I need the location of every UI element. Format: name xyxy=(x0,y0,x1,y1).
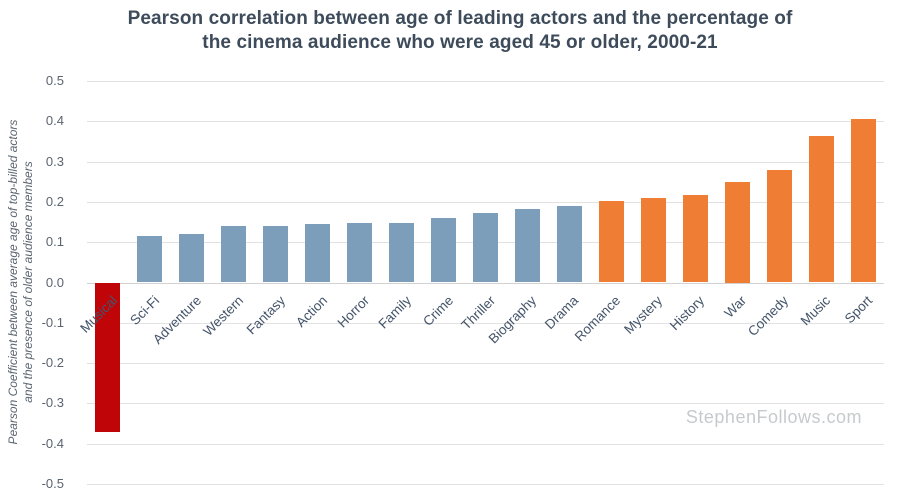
bar-horror xyxy=(347,223,373,283)
y-tick-label-0.5: 0.5 xyxy=(45,73,64,88)
bar-biography xyxy=(514,208,540,283)
bar-music xyxy=(808,136,834,283)
gridline--0.3 xyxy=(87,403,884,405)
x-label-history: History xyxy=(667,292,708,333)
bar-thriller xyxy=(473,213,498,283)
y-tick-label-0.3: 0.3 xyxy=(45,153,64,169)
bar-drama xyxy=(556,205,582,283)
x-label-sport: Sport xyxy=(841,292,876,326)
gridline--0.5 xyxy=(87,484,884,485)
y-tick-label--0.5: -0.5 xyxy=(41,476,64,490)
bar-sport xyxy=(850,119,876,283)
gridline-0.2 xyxy=(87,201,884,203)
x-label-drama: Drama xyxy=(542,292,582,332)
x-label-fantasy: Fantasy xyxy=(243,292,288,337)
x-label-horror: Horror xyxy=(334,292,372,330)
gridline--0.1 xyxy=(87,322,884,324)
x-label-mystery: Mystery xyxy=(621,292,666,337)
x-label-comedy: Comedy xyxy=(745,292,792,339)
gridline-0.3 xyxy=(87,161,884,163)
chart-title-line2: the cinema audience who were aged 45 or … xyxy=(202,32,718,53)
x-label-action: Action xyxy=(292,292,330,330)
bar-mystery xyxy=(640,197,666,283)
x-label-romance: Romance xyxy=(572,292,624,344)
x-label-thriller: Thriller xyxy=(457,292,498,333)
chart-title-line1: Pearson correlation between age of leadi… xyxy=(127,8,793,29)
gridline-0.0 xyxy=(87,282,884,284)
bar-crime xyxy=(431,218,457,283)
bar-history xyxy=(682,195,708,283)
y-tick-label--0.4: -0.4 xyxy=(41,435,64,451)
watermark: StephenFollows.com xyxy=(685,407,862,427)
bar-sci-fi xyxy=(137,236,163,283)
x-label-western: Western xyxy=(200,292,247,339)
plot-area: Musical Sci-Fi Adventure Western Fantasy Acti… xyxy=(77,81,884,485)
bar-action xyxy=(305,224,331,283)
y-tick-label--0.3: -0.3 xyxy=(41,395,64,411)
bar-western xyxy=(221,226,247,283)
gridline-0.5 xyxy=(87,81,884,82)
bar-comedy xyxy=(766,169,792,283)
bar-romance xyxy=(598,200,624,283)
gridline--0.2 xyxy=(87,363,884,365)
gridline-0.4 xyxy=(87,121,884,123)
bar-war xyxy=(724,181,750,283)
bar-family xyxy=(389,222,415,283)
y-tick-label-0.4: 0.4 xyxy=(45,113,64,129)
bar-adventure xyxy=(179,234,205,283)
y-axis-ticks: 0.5 0.4 0.3 0.2 0.1 0.0 -0.1 -0.2 -0.3 -0.4 -0.5 xyxy=(0,0,70,490)
bar-fantasy xyxy=(263,226,289,283)
chart-title: Pearson correlation between age of leadi… xyxy=(40,7,880,55)
x-label-war: War xyxy=(721,292,750,321)
bar-musical xyxy=(95,282,121,432)
y-tick-label-0.2: 0.2 xyxy=(45,193,64,209)
x-label-family: Family xyxy=(375,292,414,332)
y-tick-label--0.2: -0.2 xyxy=(41,355,64,371)
y-tick-label-0.1: 0.1 xyxy=(45,234,64,250)
y-tick-label-0.0: 0.0 xyxy=(45,274,64,290)
gridline--0.4 xyxy=(87,443,884,445)
y-tick-label--0.1: -0.1 xyxy=(41,314,64,330)
